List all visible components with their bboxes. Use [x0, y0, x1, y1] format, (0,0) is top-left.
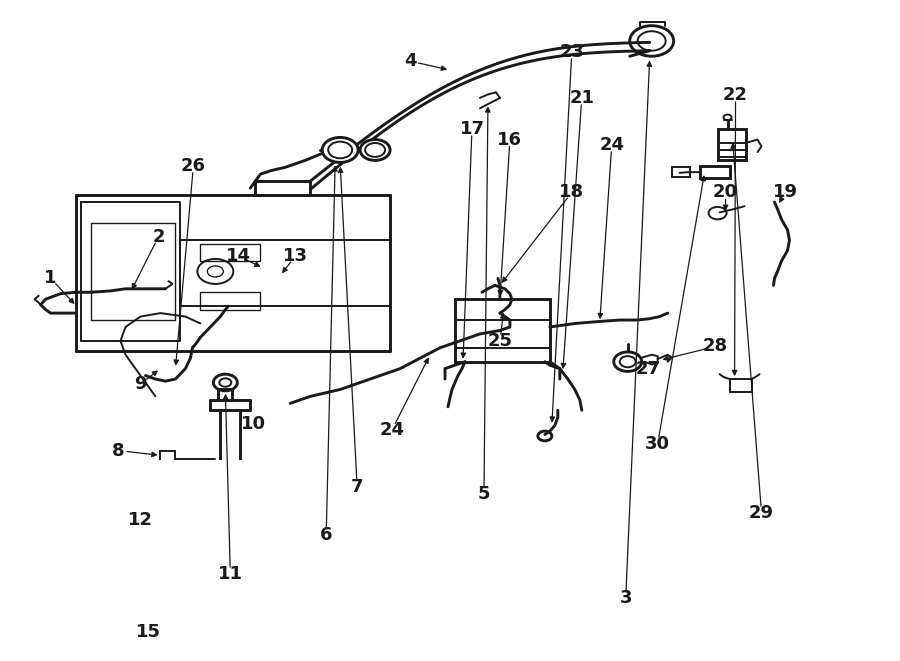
Bar: [699, 166, 730, 178]
Text: 3: 3: [619, 589, 632, 607]
Bar: [455, 299, 550, 362]
Text: 12: 12: [128, 511, 153, 529]
Text: 14: 14: [226, 247, 251, 265]
Text: 20: 20: [713, 183, 738, 202]
Text: 24: 24: [380, 420, 405, 439]
Circle shape: [614, 352, 642, 371]
Text: 30: 30: [645, 435, 670, 453]
Bar: [730, 379, 752, 391]
Text: 4: 4: [404, 52, 417, 70]
Text: 28: 28: [703, 337, 728, 356]
Text: 7: 7: [351, 478, 364, 496]
Text: 10: 10: [241, 415, 266, 433]
Text: 19: 19: [773, 183, 798, 202]
Text: 24: 24: [599, 136, 625, 154]
Circle shape: [322, 137, 358, 163]
Text: 9: 9: [134, 375, 147, 393]
Text: 1: 1: [44, 270, 57, 288]
Text: 25: 25: [488, 332, 512, 350]
Text: 2: 2: [152, 228, 165, 246]
Text: 15: 15: [136, 623, 161, 641]
Circle shape: [360, 139, 390, 161]
Bar: [717, 129, 745, 161]
Bar: [671, 167, 689, 177]
Bar: [201, 292, 260, 309]
Text: 21: 21: [570, 89, 594, 107]
Bar: [201, 244, 260, 261]
Text: 17: 17: [460, 120, 484, 138]
Text: 5: 5: [478, 485, 491, 502]
Text: 29: 29: [749, 504, 774, 522]
Text: 8: 8: [112, 442, 125, 459]
Text: 16: 16: [498, 130, 522, 149]
Text: 23: 23: [559, 43, 584, 61]
Text: 11: 11: [218, 565, 243, 583]
Text: 6: 6: [320, 526, 332, 544]
Text: 18: 18: [559, 183, 584, 202]
Text: 27: 27: [635, 360, 661, 377]
Text: 13: 13: [283, 247, 308, 265]
Text: 26: 26: [181, 157, 206, 175]
Text: 22: 22: [723, 86, 748, 104]
